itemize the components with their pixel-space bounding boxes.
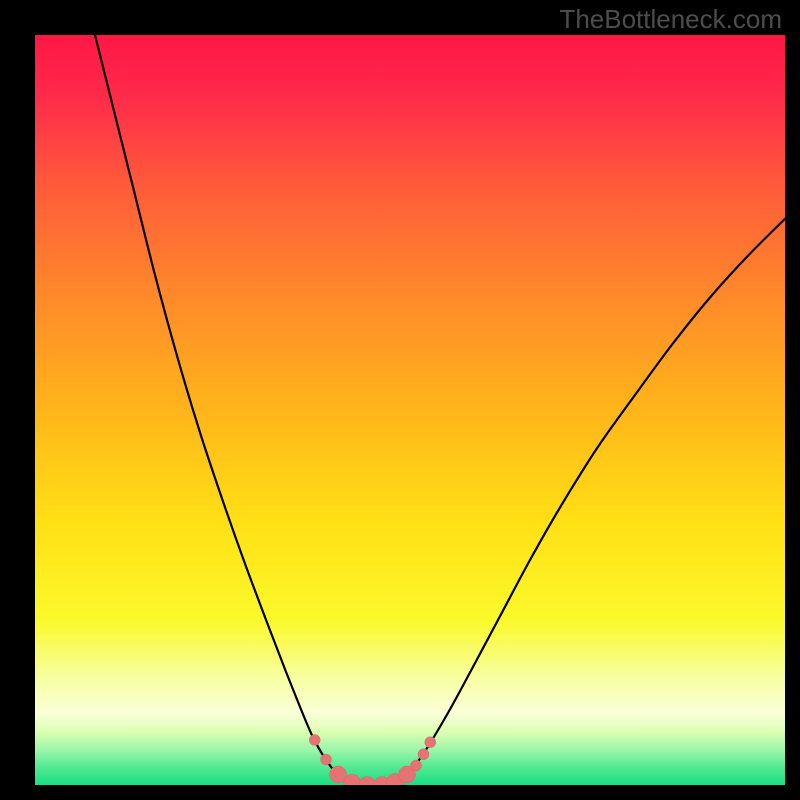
chart-frame: TheBottleneck.com (0, 0, 800, 800)
gradient-background (35, 35, 785, 785)
marker-point (411, 760, 422, 771)
marker-point (321, 754, 332, 765)
plot-svg (35, 35, 785, 785)
plot-area (35, 35, 785, 785)
watermark-text: TheBottleneck.com (559, 4, 782, 35)
marker-point (418, 749, 429, 760)
marker-point (425, 737, 436, 748)
marker-point (309, 735, 320, 746)
